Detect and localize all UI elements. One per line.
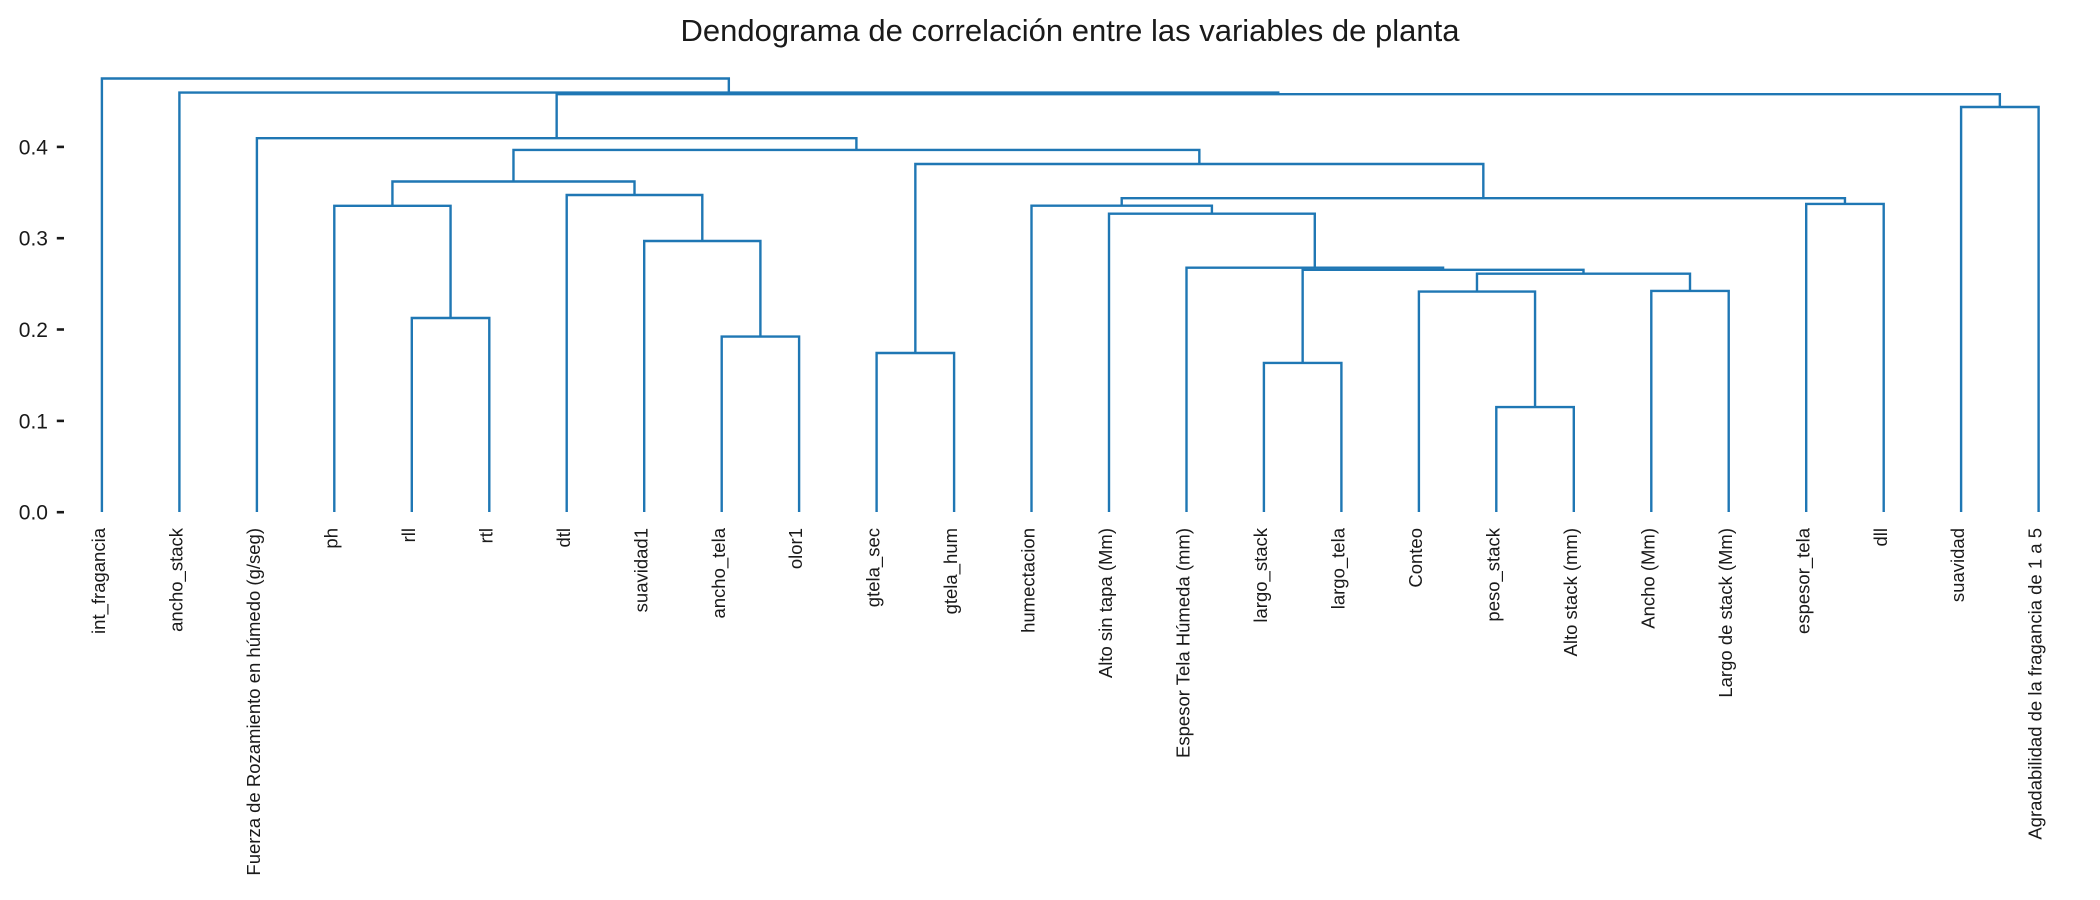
svg-text:olor1: olor1 (785, 528, 806, 569)
svg-text:gtela_sec: gtela_sec (863, 528, 885, 607)
svg-text:gtela_hum: gtela_hum (940, 528, 962, 614)
svg-text:largo_tela: largo_tela (1328, 527, 1350, 609)
svg-text:suavidad1: suavidad1 (630, 528, 651, 612)
svg-text:ancho_tela: ancho_tela (708, 527, 730, 618)
svg-text:rll: rll (398, 528, 419, 542)
svg-text:Conteo: Conteo (1405, 528, 1426, 588)
svg-text:0.4: 0.4 (19, 136, 49, 159)
svg-text:0.1: 0.1 (19, 410, 48, 433)
svg-text:0.0: 0.0 (19, 502, 48, 525)
svg-text:Dendograma de correlación entr: Dendograma de correlación entre las vari… (681, 13, 1461, 48)
svg-text:Alto sin tapa (Mm): Alto sin tapa (Mm) (1095, 528, 1116, 678)
svg-text:dtl: dtl (553, 528, 574, 548)
svg-text:Ancho (Mm): Ancho (Mm) (1637, 528, 1658, 629)
svg-text:ph: ph (320, 528, 341, 549)
svg-text:0.3: 0.3 (19, 228, 48, 251)
svg-text:Agradabilidad de la fragancia: Agradabilidad de la fragancia de 1 a 5 (2025, 528, 2046, 840)
svg-text:Alto stack (mm): Alto stack (mm) (1560, 528, 1581, 656)
svg-text:dll: dll (1870, 528, 1891, 547)
svg-text:peso_stack: peso_stack (1482, 527, 1504, 621)
svg-text:rtl: rtl (475, 528, 496, 543)
svg-text:Fuerza de Rozamiento en húmedo: Fuerza de Rozamiento en húmedo (g/seg) (243, 528, 264, 876)
svg-text:int_fragancia: int_fragancia (88, 527, 110, 634)
svg-text:suavidad: suavidad (1947, 528, 1968, 602)
svg-text:humectacion: humectacion (1018, 528, 1039, 633)
svg-text:0.2: 0.2 (19, 319, 48, 342)
svg-text:espesor_tela: espesor_tela (1792, 527, 1814, 634)
svg-text:Largo de stack (Mm): Largo de stack (Mm) (1715, 528, 1736, 698)
svg-text:ancho_stack: ancho_stack (166, 527, 188, 632)
svg-text:Espesor Tela Húmeda (mm): Espesor Tela Húmeda (mm) (1173, 528, 1194, 758)
svg-text:largo_stack: largo_stack (1250, 527, 1272, 622)
